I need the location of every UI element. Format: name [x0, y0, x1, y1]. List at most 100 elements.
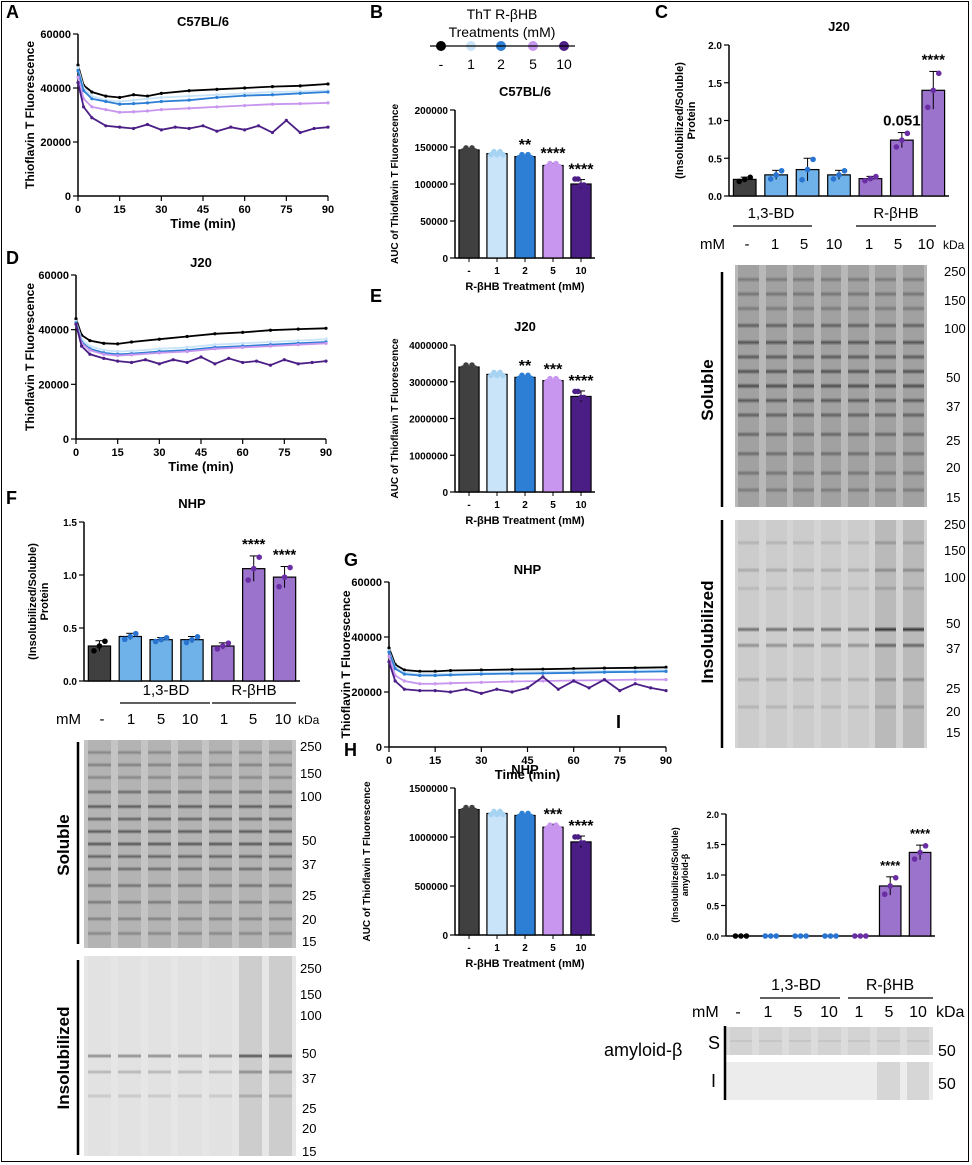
chart-A-xtick-label: 45	[197, 204, 209, 216]
chart-A-series-point	[81, 105, 86, 109]
chart-G-xtick-label: 0	[386, 755, 392, 767]
chart-D-series-point	[241, 345, 245, 350]
chart-G-series-point	[649, 686, 653, 690]
c-lane-5: 1	[865, 236, 873, 253]
chart-B-xtick-label: 2	[522, 266, 528, 277]
chart-E-xtick-label: 1	[494, 500, 500, 511]
chart-D-ytick-label: 40000	[38, 325, 69, 337]
chart-D-series-point	[310, 360, 314, 365]
chart-C-point	[747, 174, 754, 181]
chart-A-series-line-1	[77, 67, 329, 103]
chart-F-ylabel-line2: Protein	[39, 582, 51, 620]
chart-A-series-point	[215, 129, 219, 133]
chart-A-series-point	[118, 95, 122, 100]
gel-lane	[848, 265, 869, 507]
chart-C-point	[867, 175, 874, 182]
chart-C-point	[810, 156, 816, 163]
chart-G-ytick-label: 0	[376, 742, 382, 754]
chart-C-point	[899, 137, 905, 143]
i-lane-1: -	[735, 1004, 740, 1021]
chart-D-series-point	[129, 353, 134, 357]
chart-A-xtick-label: 30	[155, 204, 167, 216]
chart-G-ytick-label: 40000	[351, 632, 382, 644]
gel-lane	[875, 520, 897, 748]
chart-I-point	[911, 856, 918, 862]
chart-C-point	[778, 167, 785, 174]
c-sol-marker-150: 150	[944, 293, 966, 308]
chart-D-series-point	[296, 327, 300, 331]
gel-nhp-soluble	[84, 740, 296, 948]
chart-G-series-point	[618, 689, 622, 693]
chart-G-xtick-label: 90	[660, 755, 672, 767]
f-ins-marker-150: 150	[300, 987, 322, 1002]
chart-C-ytick-label: 0.5	[708, 154, 722, 165]
gel-lane	[877, 1027, 900, 1055]
i-group-rhb: R-βHB	[866, 977, 914, 994]
chart-G-series-point	[664, 665, 668, 669]
chart-A-series-point	[145, 101, 150, 105]
f-sol-marker-37: 37	[302, 857, 316, 872]
chart-A-xtick-label: 90	[322, 204, 334, 216]
f-soluble-label: Soluble	[54, 814, 73, 875]
chart-F-point	[220, 643, 226, 649]
chart-H-point	[584, 846, 590, 852]
panel-label-f: F	[6, 488, 17, 508]
c-soluble-label: Soluble	[698, 359, 717, 420]
gel-lane	[847, 1027, 871, 1055]
f-sol-marker-25: 25	[302, 888, 316, 903]
gel-lane	[178, 956, 202, 1156]
gel-lane	[269, 956, 293, 1156]
chart-H-xtick-label: 2	[522, 943, 528, 954]
chart-G-series-point	[664, 689, 668, 693]
chart-A-series-point	[326, 101, 330, 105]
chart-C-point	[741, 176, 748, 183]
chart-E-xtick-label: -	[467, 500, 470, 511]
f-sol-marker-15: 15	[302, 934, 316, 949]
chart-A-xtick-label: 60	[239, 204, 251, 216]
f-mm-label: mM	[56, 711, 81, 728]
f-sol-marker-20: 20	[302, 912, 316, 927]
f-ins-marker-20: 20	[302, 1121, 316, 1136]
c-lane-6: 5	[894, 236, 902, 253]
chart-B-ytick-label: 200000	[415, 106, 449, 117]
chart-D-series-point	[185, 360, 189, 365]
chart-F-point	[225, 640, 232, 646]
chart-G-series-point	[418, 673, 422, 678]
chart-F-point	[189, 636, 195, 643]
chart-A-series-line-0	[77, 64, 329, 99]
chart-B-ytick-label: 100000	[415, 180, 449, 191]
gel-lane	[793, 265, 814, 507]
chart-A-series-point	[90, 116, 94, 120]
chart-F-ytick-label: 1.0	[63, 571, 77, 582]
gel-lane	[788, 1062, 812, 1100]
gel-lane	[765, 265, 787, 507]
chart-D-series-point	[116, 342, 120, 346]
chart-I-point	[803, 933, 809, 939]
chart-A-ytick-label: 60000	[40, 29, 71, 41]
gel-lane	[847, 1062, 871, 1100]
chart-D-series-point	[268, 344, 273, 348]
chart-A-series-point	[243, 86, 247, 90]
c-lane-7: 10	[918, 236, 935, 253]
chart-I-ytick-label: 2.0	[706, 810, 719, 820]
chart-C-point	[873, 173, 879, 180]
f-sol-marker-150: 150	[300, 766, 322, 781]
chart-H-xtick-label: 5	[550, 943, 556, 954]
i-lane-5: 1	[855, 1004, 864, 1021]
chart-A-series-point	[243, 103, 247, 108]
chart-C-significance: 0.051	[883, 113, 921, 130]
chart-D-series-point	[143, 358, 148, 362]
chart-G-xtick-label: 45	[521, 755, 533, 767]
chart-H-xtick-label: 10	[575, 943, 587, 954]
chart-A-series-point	[215, 87, 219, 91]
chart-D-series-point	[102, 356, 106, 360]
chart-A-series-line-3	[77, 76, 329, 114]
chart-A-series-point	[131, 93, 136, 97]
f-lane-1: -	[100, 711, 105, 728]
chart-A-ytick-label: 40000	[40, 83, 71, 95]
chart-G-series-point	[664, 669, 668, 673]
chart-D-series-point	[227, 356, 231, 360]
chart-F-point	[281, 574, 288, 580]
i-lane-4: 10	[820, 1004, 838, 1021]
chart-A-series-point	[243, 128, 247, 132]
